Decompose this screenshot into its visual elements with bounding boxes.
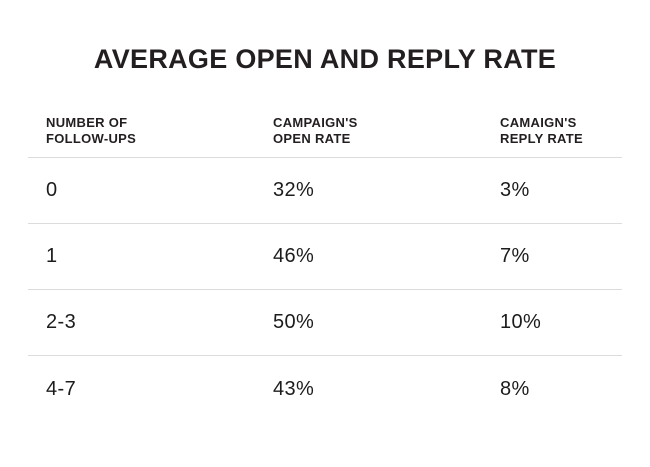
cell-open-rate: 43% <box>273 377 315 400</box>
cell-follow-ups: 0 <box>46 179 58 201</box>
table-header-row: NUMBER OF FOLLOW-UPS CAMPAIGN'S OPEN RAT… <box>28 115 622 158</box>
table-row: 0 32% 3% <box>28 158 622 224</box>
column-header-reply-rate: CAMAIGN'S REPLY RATE <box>482 115 622 147</box>
cell-follow-ups: 1 <box>46 245 58 267</box>
cell-open-rate: 50% <box>273 311 315 333</box>
page-title: AVERAGE OPEN AND REPLY RATE <box>93 44 557 74</box>
cell-reply-rate: 7% <box>500 245 530 267</box>
table-row: 1 46% 7% <box>28 224 622 290</box>
table-row: 4-7 43% 8% <box>28 356 622 422</box>
column-header-line: NUMBER OF <box>46 115 128 130</box>
cell-follow-ups: 2-3 <box>46 311 77 333</box>
column-header-line: OPEN RATE <box>273 131 351 146</box>
cell-follow-ups: 4-7 <box>46 377 77 400</box>
cell-reply-rate: 10% <box>500 311 542 333</box>
open-reply-rate-table: NUMBER OF FOLLOW-UPS CAMPAIGN'S OPEN RAT… <box>28 115 622 422</box>
column-header-open-rate: CAMPAIGN'S OPEN RATE <box>255 115 482 147</box>
column-header-follow-ups: NUMBER OF FOLLOW-UPS <box>28 115 255 147</box>
cell-reply-rate: 8% <box>500 377 530 400</box>
column-header-line: REPLY RATE <box>500 131 583 146</box>
cell-open-rate: 32% <box>273 179 315 201</box>
column-header-line: CAMPAIGN'S <box>273 115 358 130</box>
cell-open-rate: 46% <box>273 245 315 267</box>
cell-reply-rate: 3% <box>500 179 530 201</box>
table-row: 2-3 50% 10% <box>28 290 622 356</box>
column-header-line: FOLLOW-UPS <box>46 131 137 146</box>
column-header-line: CAMAIGN'S <box>500 115 577 130</box>
